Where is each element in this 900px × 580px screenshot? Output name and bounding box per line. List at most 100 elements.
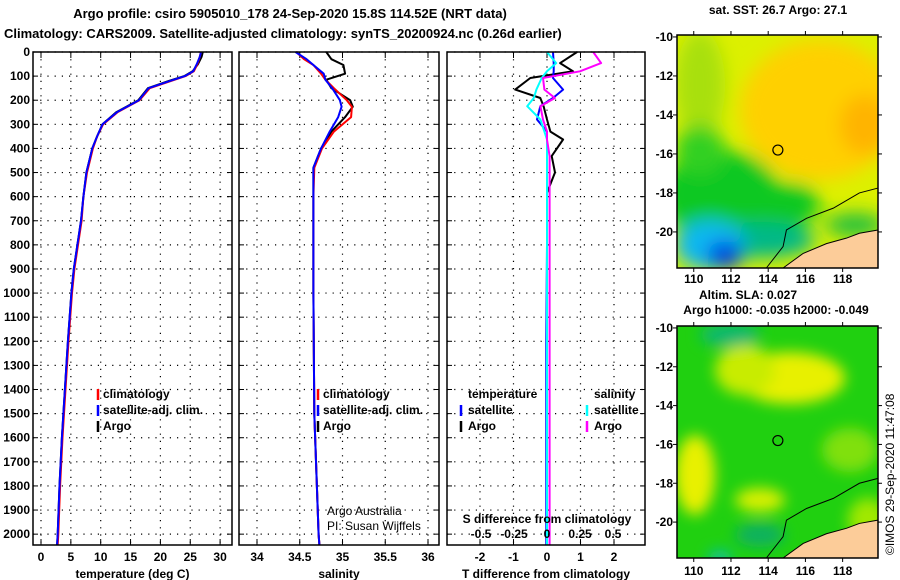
x-axis-label: T difference from climatology	[462, 567, 630, 580]
x-tick-label: 35	[336, 550, 350, 564]
secondary-x-tick-label: -0.5	[471, 527, 492, 541]
sst-map-field	[677, 35, 878, 268]
map-frame	[676, 325, 879, 559]
lat-tick-label: -12	[656, 360, 674, 374]
legend-group-title: salinity	[594, 387, 636, 401]
legend-label: Argo	[323, 419, 351, 433]
lon-tick-label: 114	[759, 272, 779, 286]
lat-tick-label: -14	[656, 108, 674, 122]
series-line-satellite-adj-clim-	[294, 51, 343, 546]
series-line-s-argo	[539, 51, 603, 545]
y-tick-label: 1100	[4, 310, 30, 324]
x-tick-label: 36	[421, 550, 435, 564]
y-tick-label: 500	[10, 166, 30, 180]
x-tick-label: 30	[213, 550, 227, 564]
y-tick-label: 1900	[3, 503, 30, 517]
x-axis-label: salinity	[318, 567, 360, 580]
map-frame	[676, 34, 879, 269]
lat-tick-label: -14	[656, 399, 674, 413]
annotation-pi: PI: Susan Wijffels	[327, 519, 421, 533]
float-position-marker	[772, 144, 784, 156]
y-tick-label: 800	[10, 238, 30, 252]
lon-tick-label: 118	[833, 272, 853, 286]
secondary-x-tick-label: 0	[544, 527, 551, 541]
y-tick-label: 1400	[3, 383, 30, 397]
sla-map-subtitle: Argo h1000: -0.035 h2000: -0.049	[683, 303, 869, 317]
secondary-x-tick-label: -0.25	[500, 527, 528, 541]
lat-tick-label: -10	[656, 321, 674, 335]
lat-tick-label: -16	[656, 147, 674, 161]
x-tick-label: 35.5	[374, 550, 398, 564]
lon-tick-label: 112	[721, 272, 741, 286]
y-tick-label: 300	[10, 117, 30, 131]
legend-label: satellite	[468, 403, 513, 417]
x-tick-label: 34	[250, 550, 264, 564]
lat-tick-label: -16	[656, 437, 674, 451]
legend-group-title: temperature	[468, 387, 538, 401]
x-tick-label: 0	[38, 550, 45, 564]
lon-tick-label: 118	[833, 564, 853, 578]
secondary-x-tick-label: 0.5	[605, 527, 622, 541]
lat-tick-label: -12	[656, 69, 674, 83]
x-tick-label: 25	[184, 550, 198, 564]
x-tick-label: 34.5	[288, 550, 312, 564]
isobath-line	[765, 477, 879, 559]
y-tick-label: 1700	[3, 455, 30, 469]
series-line-climatology	[56, 51, 202, 546]
sst-map-title: sat. SST: 26.7 Argo: 27.1	[709, 3, 848, 17]
sla-map-field	[677, 326, 878, 558]
secondary-x-tick-label: 0.25	[568, 527, 592, 541]
secondary-axis-label: S difference from climatology	[463, 512, 632, 526]
lon-tick-label: 110	[684, 272, 704, 286]
x-tick-label: 5	[68, 550, 75, 564]
series-line-argo	[56, 51, 204, 546]
lon-tick-label: 114	[759, 564, 779, 578]
isobath-line	[765, 187, 879, 269]
y-tick-label: 600	[10, 190, 30, 204]
lon-tick-label: 116	[796, 272, 816, 286]
plot-frame	[446, 51, 646, 546]
series-line-satellite-adj-clim-	[56, 51, 202, 546]
sla-map-title: Altim. SLA: 0.027	[699, 288, 797, 302]
legend-label: Argo	[594, 419, 622, 433]
x-tick-label: 0	[544, 550, 551, 564]
lat-tick-label: -20	[656, 515, 674, 529]
y-tick-label: 1800	[3, 479, 30, 493]
x-tick-label: -1	[508, 550, 519, 564]
series-line-s-satellite	[526, 51, 558, 545]
y-tick-label: 700	[10, 214, 30, 228]
legend-label: Argo	[468, 419, 496, 433]
x-tick-label: -2	[475, 550, 486, 564]
x-tick-label: 2	[611, 550, 618, 564]
y-tick-label: 100	[10, 69, 30, 83]
float-position-marker	[772, 434, 784, 447]
lon-tick-label: 110	[684, 564, 704, 578]
x-tick-label: 20	[154, 550, 168, 564]
title-line-2: Climatology: CARS2009. Satellite-adjuste…	[4, 26, 562, 41]
title-line-1: Argo profile: csiro 5905010_178 24-Sep-2…	[73, 6, 507, 21]
lat-tick-label: -20	[656, 225, 674, 239]
y-tick-label: 0	[23, 45, 30, 59]
legend-label: climatology	[103, 387, 170, 401]
y-tick-label: 1000	[3, 286, 30, 300]
lat-tick-label: -10	[656, 30, 674, 44]
y-tick-label: 1200	[3, 334, 30, 348]
y-tick-label: 400	[10, 141, 30, 155]
x-axis-label: temperature (deg C)	[75, 567, 189, 580]
x-tick-label: 1	[577, 550, 584, 564]
legend-label: satellite-adj. clim.	[103, 403, 203, 417]
legend-label: satellite	[594, 403, 639, 417]
x-tick-label: 15	[124, 550, 138, 564]
series-line-climatology	[295, 51, 353, 546]
legend-label: Argo	[103, 419, 131, 433]
legend-label: satellite-adj. clim.	[323, 403, 423, 417]
lat-tick-label: -18	[656, 186, 674, 200]
y-tick-label: 1600	[3, 431, 30, 445]
annotation-argo-australia: Argo Australia	[327, 504, 402, 518]
plot-frame	[32, 51, 233, 546]
x-tick-label: 10	[94, 550, 108, 564]
y-tick-label: 1300	[3, 358, 30, 372]
lon-tick-label: 112	[721, 564, 741, 578]
y-tick-label: 2000	[3, 527, 30, 541]
